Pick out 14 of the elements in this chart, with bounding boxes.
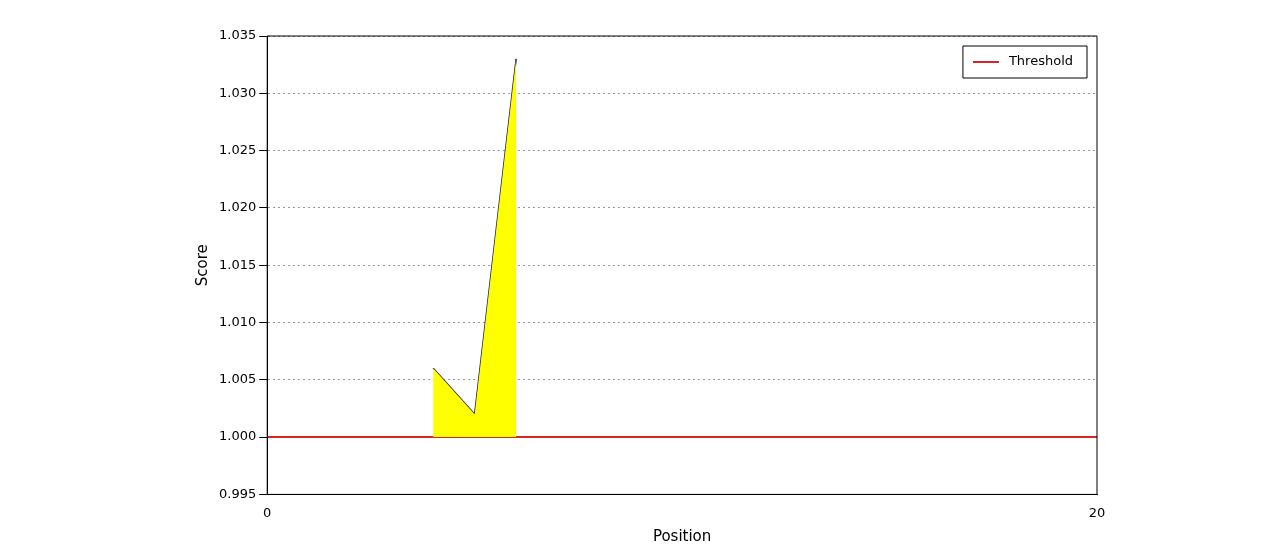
y-axis-title: Score bbox=[192, 244, 211, 287]
y-tick-label: 1.005 bbox=[219, 371, 257, 387]
y-tick-label: 1.035 bbox=[219, 27, 257, 43]
y-tick-label: 1.015 bbox=[219, 256, 257, 272]
y-tick-label: 0.995 bbox=[219, 485, 257, 501]
y-tick-label: 1.000 bbox=[219, 428, 257, 444]
legend-label: Threshold bbox=[1007, 53, 1074, 69]
x-axis-title: Position bbox=[652, 526, 712, 545]
x-tick-label: 0 bbox=[263, 504, 272, 520]
y-tick-label: 1.025 bbox=[219, 141, 257, 157]
x-tick-label: 20 bbox=[1088, 504, 1106, 520]
y-tick-label: 1.030 bbox=[219, 84, 257, 100]
y-tick-label: 1.010 bbox=[219, 313, 257, 329]
y-tick-label: 1.020 bbox=[219, 199, 257, 215]
